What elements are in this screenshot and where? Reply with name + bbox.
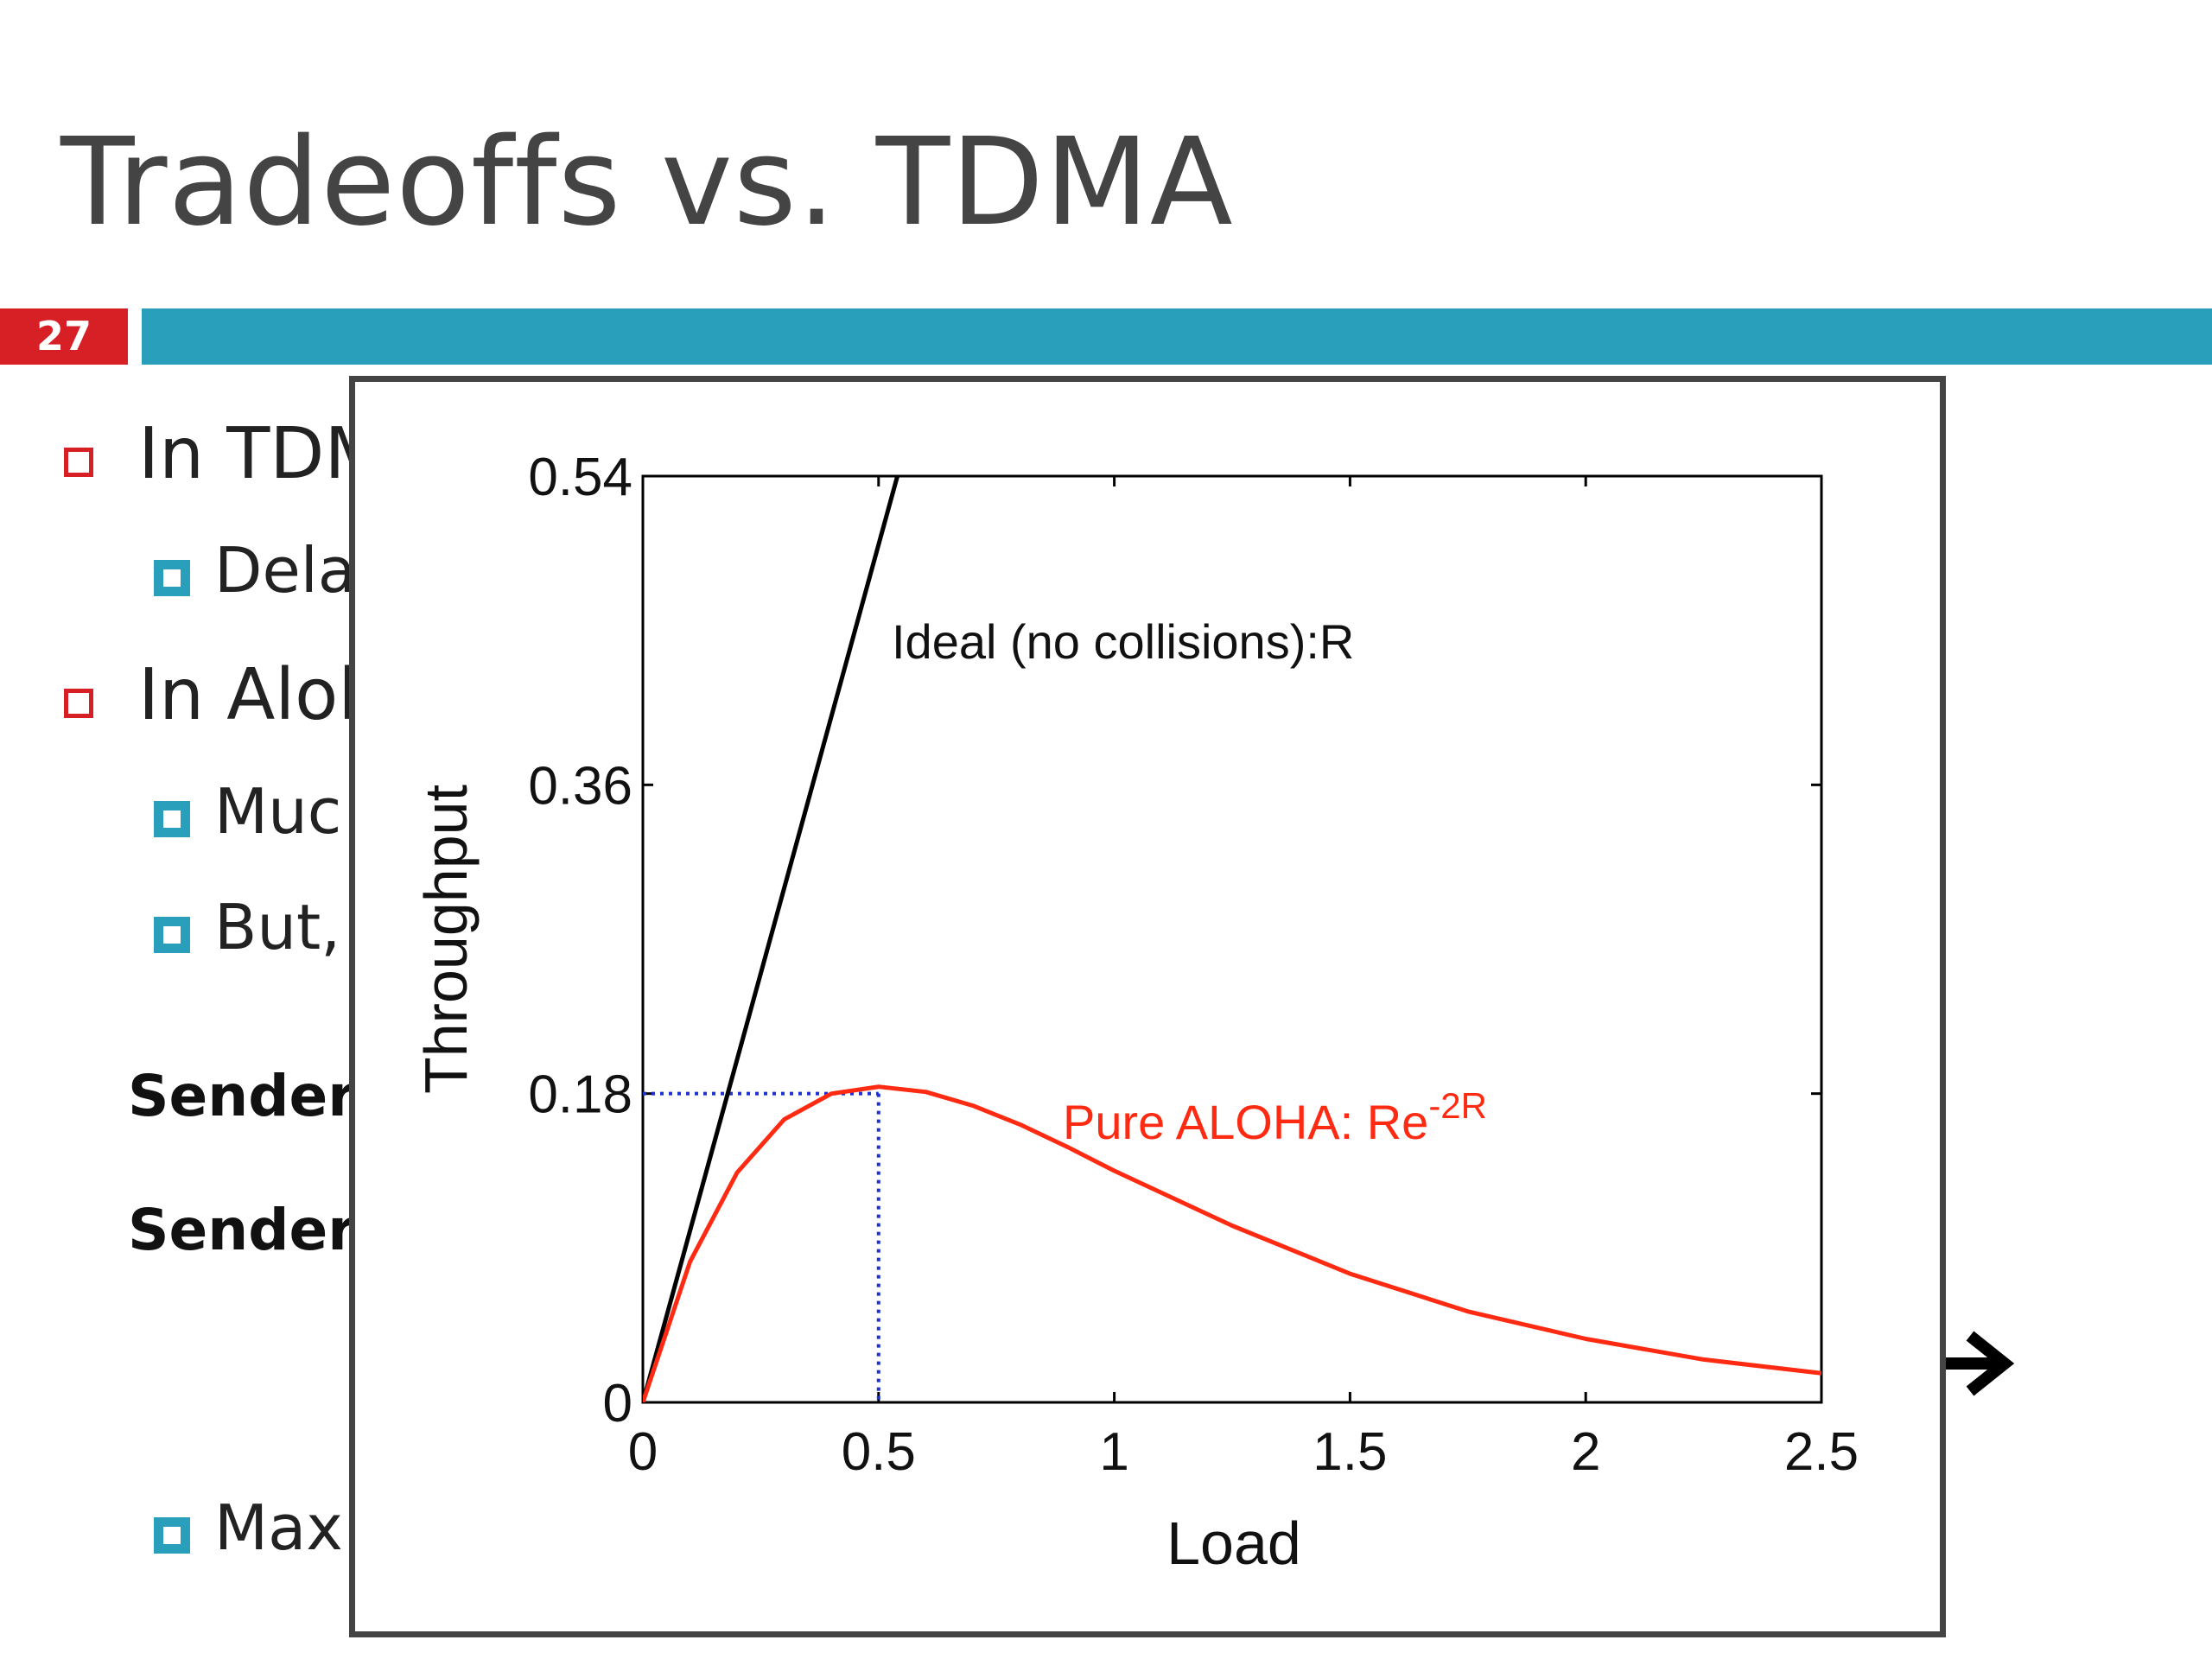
slide-title: Tradeoffs vs. TDMA bbox=[60, 112, 1234, 253]
slide-number: 27 bbox=[0, 308, 128, 365]
x-tick-label: 1.5 bbox=[1313, 1422, 1387, 1482]
y-axis-label: Throughput bbox=[412, 785, 480, 1094]
ideal-series-label: Ideal (no collisions):R bbox=[892, 614, 1354, 669]
bullet-square-icon bbox=[64, 689, 93, 718]
x-tick-label: 2 bbox=[1571, 1422, 1600, 1482]
bullet-text: In TDM bbox=[138, 413, 386, 495]
aloha-series-label: Pure ALOHA: Re-2R bbox=[1063, 1085, 1487, 1149]
sub-bullet-text: But, bbox=[214, 891, 341, 963]
title-bar bbox=[142, 308, 2212, 365]
x-tick-label: 1 bbox=[1099, 1422, 1128, 1482]
sub-bullet-text: Muc bbox=[214, 775, 342, 848]
y-tick-label: 0.36 bbox=[528, 756, 632, 816]
sub-bullet-square-icon bbox=[154, 1517, 190, 1554]
y-tick-label: 0.54 bbox=[528, 448, 632, 507]
sender-label: Sender bbox=[128, 1197, 356, 1263]
x-tick-label: 2.5 bbox=[1784, 1422, 1859, 1482]
bullet-square-icon bbox=[64, 448, 93, 477]
ideal-series-line bbox=[643, 476, 900, 1402]
aloha-label-main: Pure ALOHA: Re bbox=[1063, 1095, 1428, 1149]
x-axis-label: Load bbox=[1166, 1510, 1301, 1577]
plot-area bbox=[641, 474, 1823, 1404]
sub-bullet-text: Dela bbox=[214, 534, 356, 607]
sub-bullet-square-icon bbox=[154, 801, 190, 837]
x-tick-label: 0 bbox=[628, 1422, 658, 1482]
sub-bullet-square-icon bbox=[154, 917, 190, 953]
y-tick-label: 0 bbox=[603, 1374, 632, 1433]
sub-bullet-text: Max bbox=[214, 1491, 343, 1564]
y-tick-label: 0.18 bbox=[528, 1065, 632, 1125]
x-tick-label: 0.5 bbox=[842, 1422, 916, 1482]
bullet-text: In Alol bbox=[138, 654, 359, 736]
sender-label: Sender bbox=[128, 1063, 356, 1129]
sub-bullet-square-icon bbox=[154, 560, 190, 596]
aloha-series-line bbox=[643, 1084, 1821, 1402]
aloha-label-superscript: -2R bbox=[1428, 1085, 1487, 1126]
